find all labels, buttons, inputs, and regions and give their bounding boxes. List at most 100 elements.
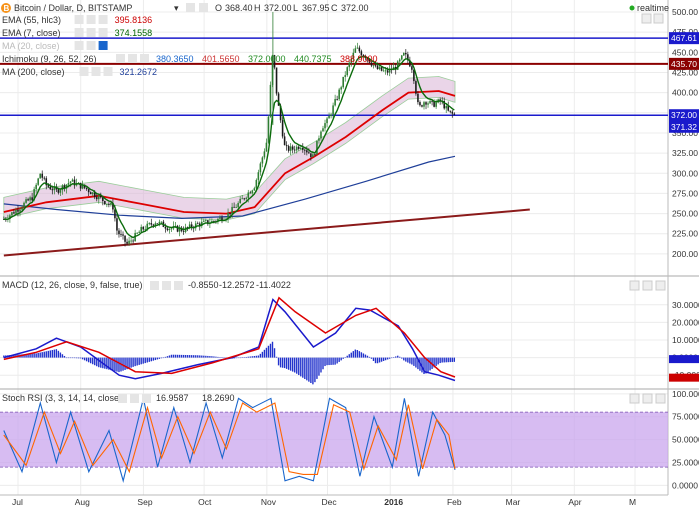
macd-histogram-bar <box>67 357 70 359</box>
indicator-label[interactable]: EMA (7, close) <box>2 28 61 38</box>
macd-value-hist: -0.8550 <box>188 280 219 290</box>
macd-histogram-bar <box>106 357 108 370</box>
macd-eye-icon[interactable] <box>150 281 159 290</box>
macd-pane-settings-icon[interactable] <box>655 280 666 291</box>
macd-histogram-bar <box>184 354 187 358</box>
time-axis[interactable]: Jul Aug Sep Oct Nov Dec 2016 Feb Mar Apr M <box>12 497 636 507</box>
macd-pane-close-icon[interactable] <box>642 280 653 291</box>
candle-body <box>93 192 96 198</box>
stoch-pane-settings-icon[interactable] <box>655 393 666 404</box>
macd-histogram-bar <box>73 357 76 359</box>
pane-maximize-icon[interactable] <box>641 13 652 24</box>
macd-histogram-bar <box>57 350 60 358</box>
bitcoin-symbol-icon: B <box>1 3 11 13</box>
macd-pane-maximize-icon[interactable] <box>629 280 640 291</box>
stoch-title[interactable]: Stoch RSI (3, 3, 14, 14, close) <box>2 393 122 403</box>
candle-body <box>251 190 254 194</box>
macd-histogram-bar <box>397 355 399 358</box>
candle-body <box>146 223 149 230</box>
macd-histogram-bar <box>126 357 128 370</box>
macd-pane[interactable] <box>3 296 456 385</box>
main-price-tick: 250.00 <box>672 209 698 219</box>
candle-body <box>130 240 132 242</box>
price-label-box <box>669 57 699 70</box>
indicator-close-icon[interactable] <box>103 67 113 76</box>
candle-body <box>21 207 23 210</box>
stoch-settings-icon[interactable] <box>130 394 139 403</box>
candle-body <box>95 197 98 200</box>
macd-histogram-bar <box>235 357 237 359</box>
stoch-close-icon[interactable] <box>142 394 151 403</box>
indicator-label[interactable]: Ichimoku (9, 26, 52, 26) <box>2 54 97 64</box>
candle-body <box>275 67 278 94</box>
indicator-close-icon[interactable] <box>140 54 149 63</box>
macd-histogram-bar <box>190 355 193 358</box>
indicator-eye-icon[interactable] <box>74 41 84 50</box>
macd-histogram-bar <box>413 357 415 366</box>
symbol-dropdown-icon[interactable]: ▾ <box>174 3 179 13</box>
macd-settings-icon[interactable] <box>162 281 171 290</box>
stoch-pane-maximize-icon[interactable] <box>629 393 640 404</box>
candle-body <box>413 69 415 82</box>
macd-histogram-bar <box>132 357 134 367</box>
indicator-label[interactable]: EMA (55, hlc3) <box>2 15 61 25</box>
indicator-label[interactable]: MA (200, close) <box>2 67 65 77</box>
macd-histogram-bar <box>358 351 361 358</box>
header-eye-icon[interactable] <box>186 3 195 12</box>
indicator-close-icon[interactable] <box>98 15 108 24</box>
stoch-price-axis[interactable]: 100.0000 75.0000 50.0000 25.0000 0.0000 <box>672 389 699 491</box>
ema55-line <box>3 90 456 215</box>
indicator-settings-icon[interactable] <box>86 15 96 24</box>
stoch-eye-icon[interactable] <box>118 394 127 403</box>
indicator-eye-icon[interactable] <box>74 15 84 24</box>
stoch-pane-close-icon[interactable] <box>642 393 653 404</box>
macd-title[interactable]: MACD (12, 26, close, 9, false, true) <box>2 280 143 290</box>
candle-body <box>263 151 266 158</box>
indicator-settings-icon[interactable] <box>128 54 137 63</box>
main-price-pane[interactable] <box>0 12 668 257</box>
indicator-eye-icon[interactable] <box>74 28 84 37</box>
macd-histogram-bar <box>354 349 357 358</box>
macd-histogram-bar <box>291 357 294 372</box>
candle-body <box>27 199 29 201</box>
main-price-tick: 350.00 <box>672 128 698 138</box>
pane-close-icon[interactable] <box>653 13 664 24</box>
indicator-close-icon[interactable] <box>98 41 108 50</box>
indicator-settings-icon[interactable] <box>91 67 101 76</box>
candle-body <box>188 224 191 228</box>
candle-body <box>308 152 310 154</box>
candle-body <box>332 105 334 115</box>
candle-body <box>370 62 373 66</box>
indicator-label[interactable]: MA (20, close) <box>2 41 60 51</box>
macd-histogram-bar <box>294 357 296 373</box>
macd-close-icon[interactable] <box>174 281 183 290</box>
indicator-settings-icon[interactable] <box>86 41 96 50</box>
macd-histogram-bar <box>37 352 39 358</box>
macd-histogram-bar <box>433 357 435 368</box>
candle-body <box>114 209 116 219</box>
indicator-eye-icon[interactable] <box>116 54 125 63</box>
macd-histogram-bar <box>407 357 409 363</box>
time-tick: Dec <box>322 497 338 507</box>
indicator-close-icon[interactable] <box>98 28 108 37</box>
indicator-settings-icon[interactable] <box>86 28 96 37</box>
macd-histogram-bar <box>279 357 282 368</box>
candle-body <box>243 198 246 200</box>
time-tick: Aug <box>75 497 90 507</box>
header-settings-icon[interactable] <box>199 3 208 12</box>
time-tick: M <box>629 497 636 507</box>
stoch-rsi-pane[interactable] <box>0 397 668 483</box>
symbol-title[interactable]: Bitcoin / Dollar, D, BITSTAMP <box>14 3 132 13</box>
candle-body <box>11 212 13 216</box>
indicator-eye-icon[interactable] <box>79 67 89 76</box>
candle-body <box>39 173 41 179</box>
candle-body <box>427 103 429 105</box>
candle-body <box>279 105 282 121</box>
indicator-legend: EMA (55, hlc3) 395.8136 EMA (7, close) 374.… <box>2 15 378 77</box>
macd-histogram-bar <box>205 355 207 358</box>
candle-body <box>63 185 66 189</box>
macd-histogram-bar <box>197 355 199 358</box>
macd-histogram-bar <box>43 351 45 358</box>
support-trendline[interactable] <box>3 208 530 257</box>
